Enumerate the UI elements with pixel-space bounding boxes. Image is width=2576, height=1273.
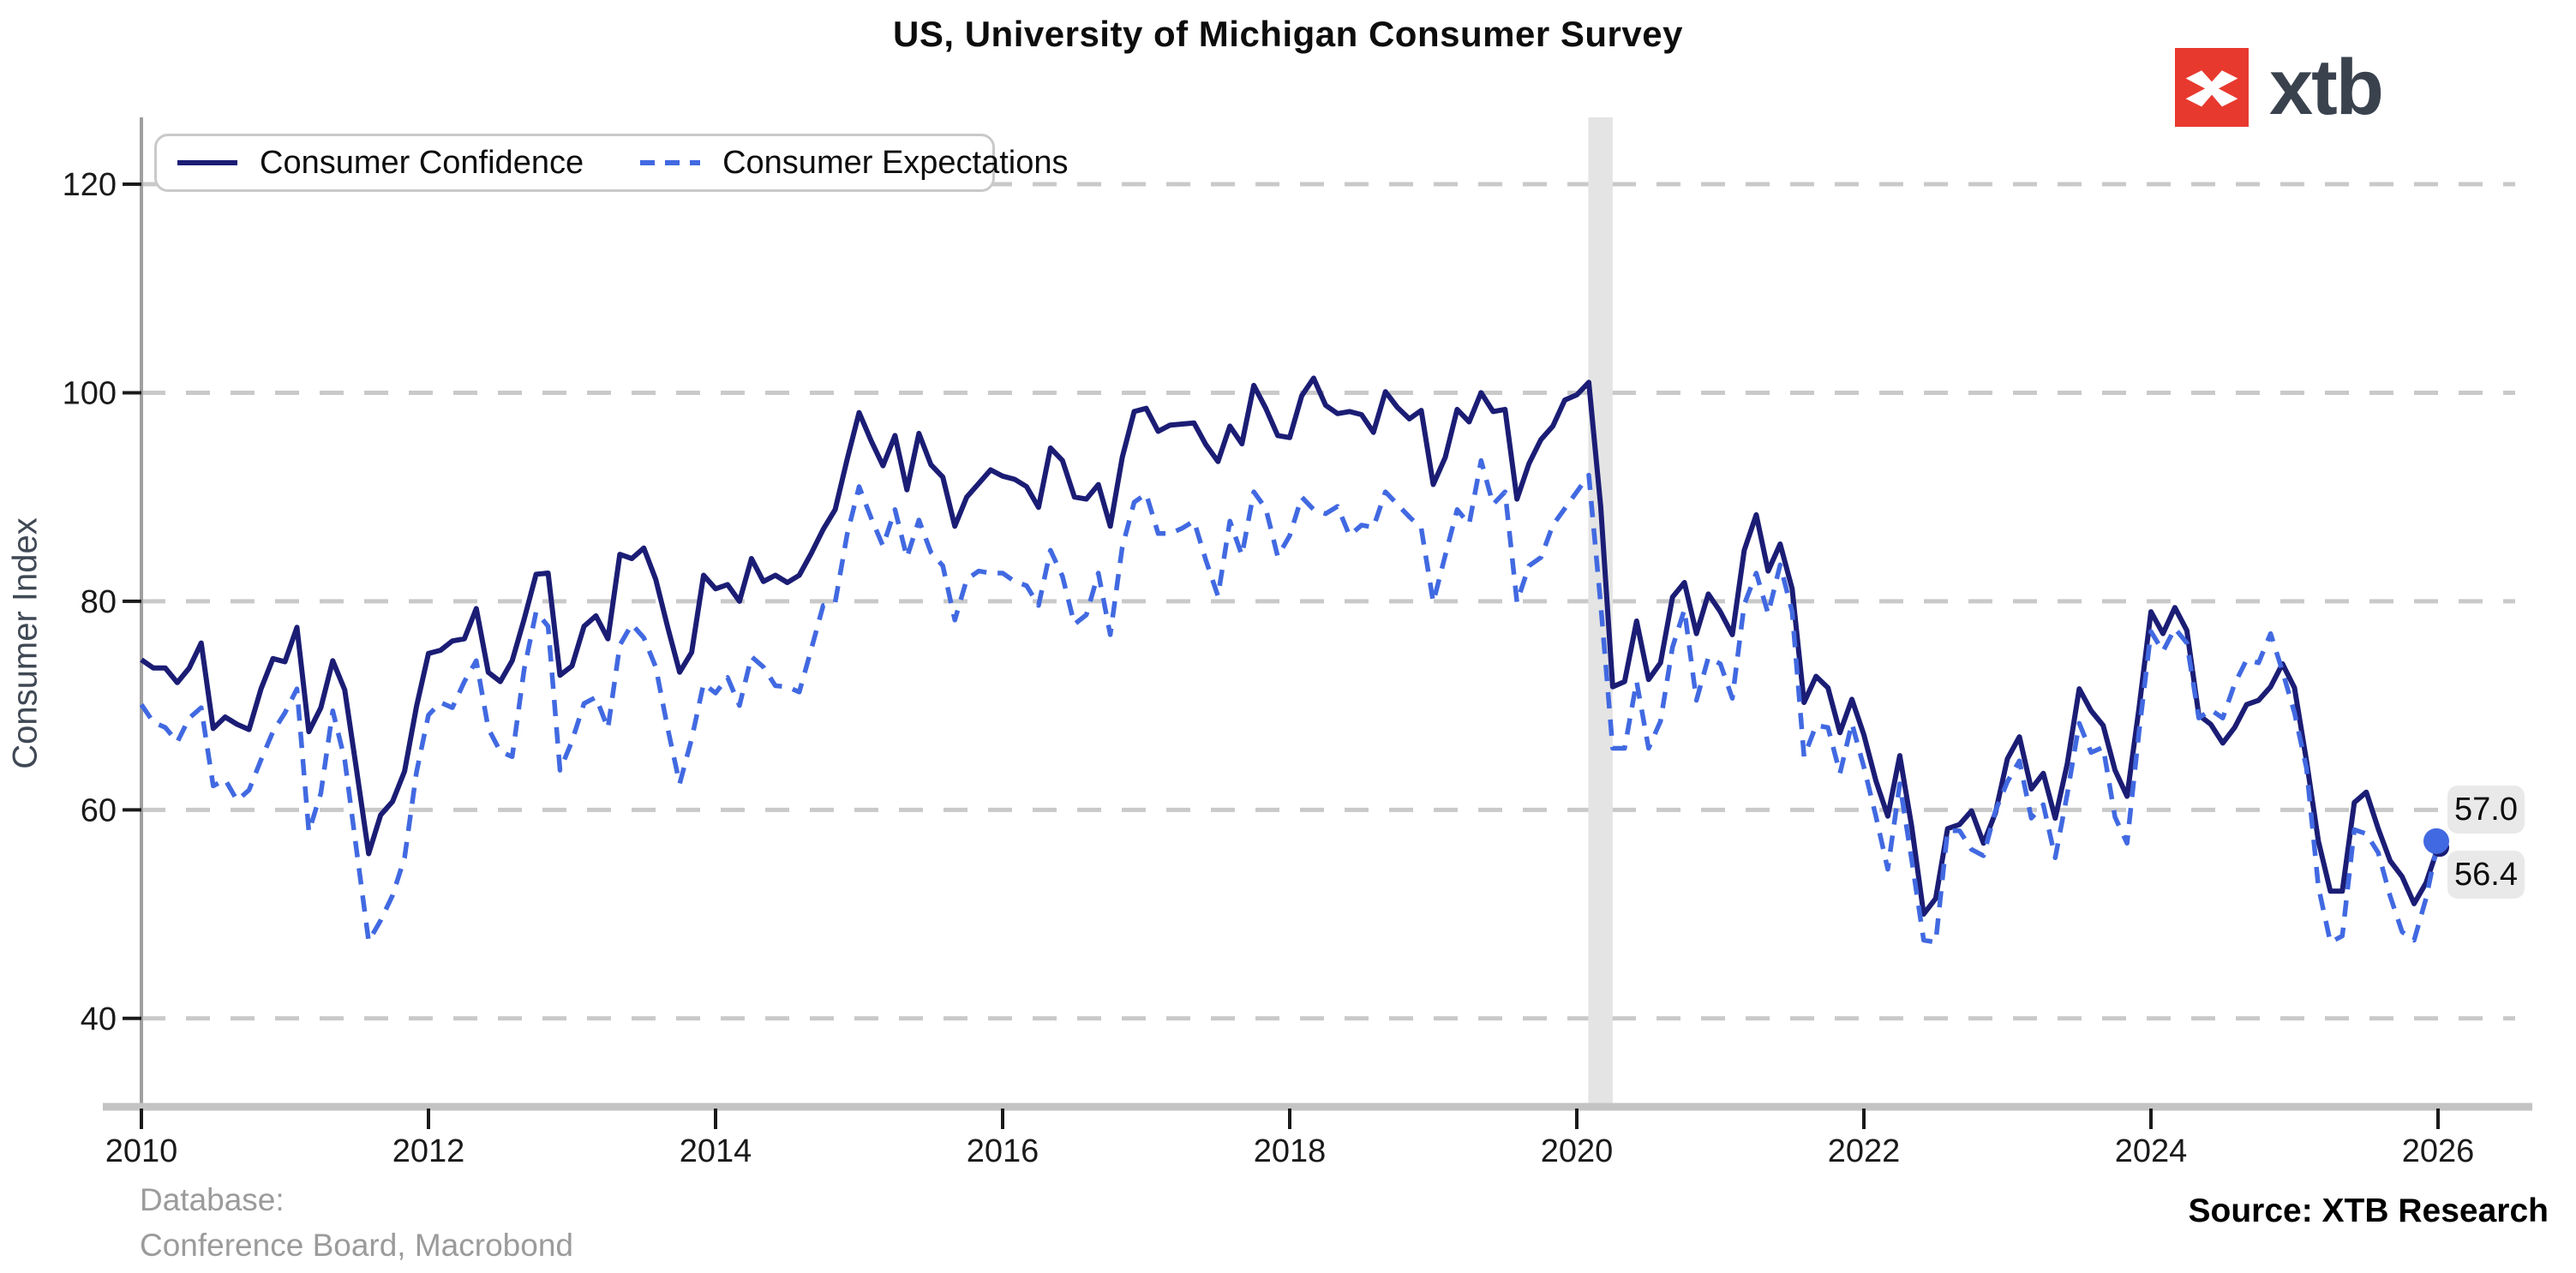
footnote-source: Source: XTB Research <box>2188 1192 2549 1229</box>
footnote-database-line2: Conference Board, Macrobond <box>140 1228 573 1263</box>
y-tick-label: 120 <box>63 167 117 203</box>
x-tick-label: 2014 <box>680 1133 752 1169</box>
x-tick-label: 2024 <box>2115 1133 2188 1169</box>
legend-label-expectations: Consumer Expectations <box>722 144 1069 181</box>
x-tick-label: 2016 <box>967 1133 1039 1169</box>
x-tick-label: 2022 <box>1828 1133 1901 1169</box>
x-tick-label: 2026 <box>2402 1133 2475 1169</box>
y-axis-title: Consumer Index <box>6 517 45 769</box>
x-tick-label: 2020 <box>1541 1133 1614 1169</box>
y-tick-label: 40 <box>81 1001 117 1037</box>
chart-title: US, University of Michigan Consumer Surv… <box>893 14 1683 54</box>
y-tick-label: 100 <box>63 375 117 411</box>
legend-label-confidence: Consumer Confidence <box>260 144 584 181</box>
y-tick-label: 80 <box>81 584 117 620</box>
x-tick-label: 2018 <box>1254 1133 1327 1169</box>
xtb-logo-x-icon <box>2185 70 2238 107</box>
end-value-label-expectations: 57.0 <box>2447 786 2525 834</box>
legend: Consumer Confidence Consumer Expectation… <box>154 134 1069 192</box>
y-tick-label: 60 <box>81 792 117 828</box>
x-tick-label: 2010 <box>105 1133 178 1169</box>
footnote-database-line1: Database: <box>140 1182 285 1217</box>
xtb-logo: xtb <box>2175 44 2384 131</box>
xtb-logo-square <box>2175 48 2249 127</box>
end-value-label-confidence: 56.4 <box>2447 851 2525 899</box>
consumer-expectations-line <box>139 457 2441 945</box>
footnote-database: Database: Conference Board, Macrobond <box>140 1177 573 1268</box>
expectations-end-marker <box>2423 828 2449 854</box>
xtb-logo-text: xtb <box>2269 44 2384 131</box>
consumer-confidence-line <box>140 375 2441 917</box>
legend-swatch-confidence-line <box>177 160 237 165</box>
legend-swatch-expectations-line <box>640 160 701 165</box>
x-tick-label: 2012 <box>392 1133 465 1169</box>
